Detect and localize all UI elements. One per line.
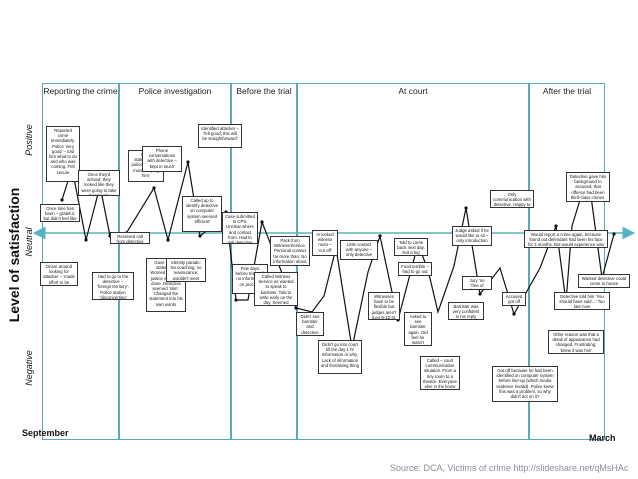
note-witnesses: Witnesses have to be flexible but judges… xyxy=(368,292,400,320)
line-points xyxy=(60,160,616,350)
note-nohelp: Once time has been – grateful, but didn'… xyxy=(40,204,80,222)
note-other-reason: Other reason was that a detail of appear… xyxy=(548,330,604,354)
note-called-court: Called – court communication situation. … xyxy=(420,356,460,390)
phase-after-trial: After the trial xyxy=(529,83,605,440)
phase-police: Police investigation xyxy=(119,83,231,440)
note-phone: Phone conversations with detective – ‘ke… xyxy=(142,146,182,172)
note-jury-free: Jury ‘no ‘free of brave’ xyxy=(462,276,492,290)
phase-title: At court xyxy=(398,86,428,96)
note-received-call: Received call from detective xyxy=(110,232,150,244)
start-label: September xyxy=(22,428,69,438)
phase-title: Reporting the crime xyxy=(43,86,118,96)
note-wanted-detective: Wanted detective could come to house xyxy=(578,274,630,288)
note-barrister-very: Barrister was very confident in his repl… xyxy=(448,302,484,320)
note-detective-told: Detective told him ‘You should have said… xyxy=(554,292,610,310)
note-judge-asked: Judge asked if he would like to sit – on… xyxy=(452,226,492,246)
note-pack: Pack from Witness/Service. Personal cont… xyxy=(270,236,310,266)
note-hadtogo: Had to go to the detective – ‘foreign te… xyxy=(92,272,134,300)
note-told-come-back: Told to come back next day. Not a big pr… xyxy=(394,238,428,256)
end-label: March xyxy=(589,433,616,443)
note-only-communication: Only communication with detective. Happy… xyxy=(490,190,534,208)
note-accused: Accused got off xyxy=(502,292,526,306)
note-called-identify: Called up to identify detective on compu… xyxy=(182,196,222,232)
note-little-contact: Little contact with anyone – only detect… xyxy=(340,240,378,260)
note-called-witness: Called Witness Service as wanted to spea… xyxy=(254,272,298,306)
phase-title: Before the trial xyxy=(236,86,292,96)
source-note: Source: DCA, Victims of crime http://sli… xyxy=(390,463,629,473)
note-didnt-see: Didn't see barrister and detective late xyxy=(296,312,324,336)
note-food-terrible: Food terrible – had to go out xyxy=(398,262,432,276)
note-got-off-because: Got off because he had been identified o… xyxy=(492,366,558,402)
note-asked-see: Asked to see barrister again. Did feel h… xyxy=(404,312,432,346)
phase-reporting: Reporting the crime xyxy=(42,83,119,440)
note-reported: Reported crime immediately. Police ‘very… xyxy=(46,126,80,182)
note-arrived: Once they'd arrived, they looked like th… xyxy=(78,170,120,196)
note-identity-no: Identity parade: No coaching, no reassur… xyxy=(166,258,206,282)
note-in-locked: In locked witness room – ‘cut off’ xyxy=(312,230,338,256)
note-didnt-go: Didn't go into court till the day 1 hr i… xyxy=(318,340,362,374)
note-nohelp-2: Drove around looking for attacker – ‘mad… xyxy=(40,262,78,286)
note-detective-gave: Detective gave him background to accused… xyxy=(566,172,610,202)
phase-title: Police investigation xyxy=(138,86,212,96)
phase-title: After the trial xyxy=(542,86,592,96)
note-identified: Identified attacker – ‘felt good; this w… xyxy=(198,124,242,148)
note-would-report: Would report a crime again, because foun… xyxy=(524,230,608,248)
note-case-cps: Case submitted to CPS. Unclear where and… xyxy=(222,212,258,244)
